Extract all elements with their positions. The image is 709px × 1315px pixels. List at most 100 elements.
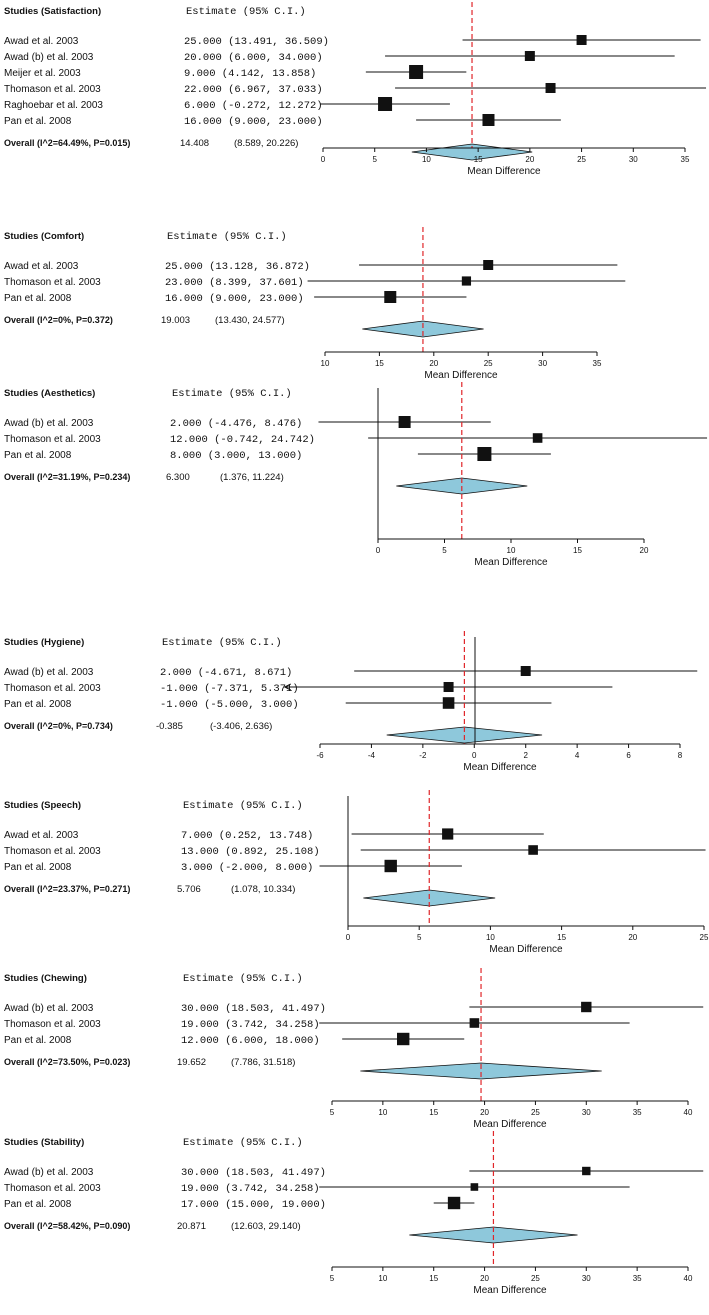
x-tick-label: 30 bbox=[582, 1108, 591, 1117]
x-tick-label: -2 bbox=[419, 751, 427, 760]
study-name: Pan et al. 2008 bbox=[4, 293, 72, 304]
x-tick-label: 10 bbox=[378, 1108, 387, 1117]
overall-label: Overall (I^2=64.49%, P=0.015) bbox=[4, 138, 130, 148]
study-estimate-ci: 16.000 (9.000, 23.000) bbox=[165, 293, 304, 305]
x-tick-label: 6 bbox=[626, 751, 631, 760]
x-tick-label: 0 bbox=[321, 155, 326, 164]
estimate-square bbox=[483, 260, 494, 270]
study-estimate-ci: 7.000 (0.252, 13.748) bbox=[181, 830, 313, 842]
study-estimate-ci: 25.000 (13.128, 36.872) bbox=[165, 261, 310, 273]
study-estimate-ci: 17.000 (15.000, 19.000) bbox=[181, 1199, 326, 1211]
estimate-header: Estimate (95% C.I.) bbox=[162, 637, 282, 649]
panel-title: Studies (Chewing) bbox=[4, 973, 87, 984]
study-name: Thomason et al. 2003 bbox=[4, 683, 101, 694]
overall-ci: (8.589, 20.226) bbox=[234, 138, 298, 149]
estimate-square bbox=[409, 65, 424, 79]
estimate-square bbox=[477, 447, 492, 461]
x-tick-label: 15 bbox=[573, 546, 582, 555]
x-tick-label: 5 bbox=[330, 1108, 335, 1117]
study-name: Raghoebar et al. 2003 bbox=[4, 100, 103, 111]
estimate-square bbox=[443, 682, 454, 692]
study-estimate-ci: 25.000 (13.491, 36.509) bbox=[184, 36, 329, 48]
study-name: Thomason et al. 2003 bbox=[4, 277, 101, 288]
study-name: Awad (b) et al. 2003 bbox=[4, 1167, 94, 1178]
study-estimate-ci: 2.000 (-4.671, 8.671) bbox=[160, 667, 292, 679]
estimate-square bbox=[447, 1196, 461, 1210]
estimate-square bbox=[532, 433, 543, 443]
x-tick-label: 20 bbox=[480, 1274, 489, 1283]
study-name: Awad et al. 2003 bbox=[4, 36, 79, 47]
study-name: Awad (b) et al. 2003 bbox=[4, 52, 94, 63]
estimate-square bbox=[378, 97, 393, 111]
study-estimate-ci: 30.000 (18.503, 41.497) bbox=[181, 1003, 326, 1015]
estimate-square bbox=[398, 416, 411, 428]
estimate-square bbox=[528, 845, 538, 855]
overall-label: Overall (I^2=58.42%, P=0.090) bbox=[4, 1221, 130, 1231]
x-tick-label: 25 bbox=[531, 1108, 540, 1117]
overall-estimate: 19.652 bbox=[177, 1057, 206, 1068]
estimate-header: Estimate (95% C.I.) bbox=[183, 973, 303, 985]
overall-estimate: 19.003 bbox=[161, 315, 190, 326]
study-name: Awad (b) et al. 2003 bbox=[4, 418, 94, 429]
overall-label: Overall (I^2=0%, P=0.734) bbox=[4, 721, 113, 731]
x-tick-label: 15 bbox=[375, 359, 384, 368]
estimate-square bbox=[582, 1166, 591, 1176]
study-estimate-ci: -1.000 (-7.371, 5.371) bbox=[160, 683, 299, 695]
x-tick-label: 25 bbox=[484, 359, 493, 368]
study-estimate-ci: 30.000 (18.503, 41.497) bbox=[181, 1167, 326, 1179]
overall-label: Overall (I^2=73.50%, P=0.023) bbox=[4, 1057, 130, 1067]
x-tick-label: 35 bbox=[633, 1108, 642, 1117]
estimate-square bbox=[482, 114, 495, 126]
estimate-square bbox=[576, 35, 587, 45]
x-tick-label: 25 bbox=[577, 155, 586, 164]
study-estimate-ci: 12.000 (-0.742, 24.742) bbox=[170, 434, 315, 446]
study-name: Thomason et al. 2003 bbox=[4, 84, 101, 95]
x-tick-label: -4 bbox=[368, 751, 376, 760]
estimate-square bbox=[545, 83, 556, 93]
estimate-square bbox=[442, 697, 455, 709]
x-axis-label: Mean Difference bbox=[467, 166, 541, 177]
study-estimate-ci: 3.000 (-2.000, 8.000) bbox=[181, 862, 313, 874]
estimate-square bbox=[442, 828, 454, 840]
x-axis-label: Mean Difference bbox=[474, 557, 548, 568]
x-tick-label: 0 bbox=[472, 751, 477, 760]
x-axis-label: Mean Difference bbox=[473, 1285, 547, 1296]
overall-estimate: 14.408 bbox=[180, 138, 209, 149]
x-tick-label: 35 bbox=[681, 155, 690, 164]
x-tick-label: 10 bbox=[321, 359, 330, 368]
panel-title: Studies (Satisfaction) bbox=[4, 6, 101, 17]
x-tick-label: 25 bbox=[531, 1274, 540, 1283]
overall-ci: (13.430, 24.577) bbox=[215, 315, 285, 326]
study-estimate-ci: 20.000 (6.000, 34.000) bbox=[184, 52, 323, 64]
study-name: Pan et al. 2008 bbox=[4, 1035, 72, 1046]
estimate-square bbox=[581, 1001, 592, 1013]
study-name: Pan et al. 2008 bbox=[4, 116, 72, 127]
x-axis-label: Mean Difference bbox=[463, 762, 537, 773]
estimate-square bbox=[520, 666, 531, 676]
panel-title: Studies (Speech) bbox=[4, 800, 81, 811]
overall-label: Overall (I^2=0%, P=0.372) bbox=[4, 315, 113, 325]
x-tick-label: 20 bbox=[628, 933, 637, 942]
overall-ci: (12.603, 29.140) bbox=[231, 1221, 301, 1232]
x-tick-label: 4 bbox=[575, 751, 580, 760]
x-tick-label: 15 bbox=[429, 1108, 438, 1117]
x-tick-label: 25 bbox=[700, 933, 709, 942]
overall-ci: (-3.406, 2.636) bbox=[210, 721, 272, 732]
study-estimate-ci: 16.000 (9.000, 23.000) bbox=[184, 116, 323, 128]
estimate-square bbox=[461, 276, 472, 286]
x-tick-label: 10 bbox=[422, 155, 431, 164]
x-tick-label: 8 bbox=[678, 751, 683, 760]
x-tick-label: 20 bbox=[640, 546, 649, 555]
study-name: Thomason et al. 2003 bbox=[4, 1183, 101, 1194]
x-tick-label: 35 bbox=[593, 359, 602, 368]
x-tick-label: 30 bbox=[582, 1274, 591, 1283]
overall-ci: (7.786, 31.518) bbox=[231, 1057, 295, 1068]
study-estimate-ci: 8.000 (3.000, 13.000) bbox=[170, 450, 302, 462]
estimate-square bbox=[469, 1018, 480, 1028]
study-estimate-ci: -1.000 (-5.000, 3.000) bbox=[160, 699, 299, 711]
estimate-header: Estimate (95% C.I.) bbox=[186, 6, 306, 18]
overall-label: Overall (I^2=23.37%, P=0.271) bbox=[4, 884, 130, 894]
study-name: Pan et al. 2008 bbox=[4, 699, 72, 710]
